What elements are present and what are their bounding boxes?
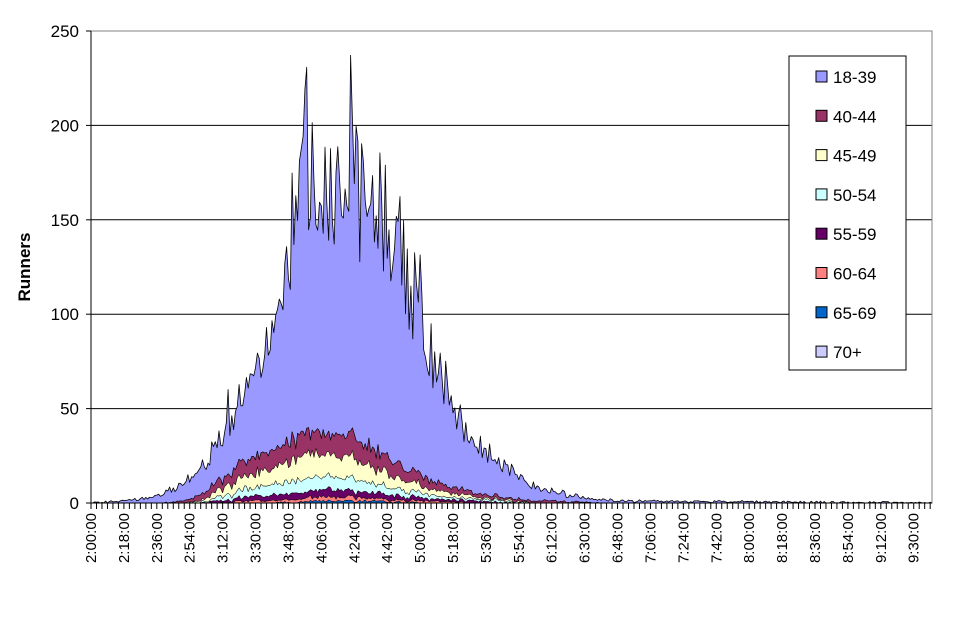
legend-swatch bbox=[815, 109, 828, 122]
legend-label: 55-59 bbox=[833, 225, 876, 244]
legend-label: 45-49 bbox=[833, 147, 876, 166]
x-tick-label: 3:30:00 bbox=[248, 513, 265, 563]
x-axis-ticks: 2:00:00 2:18:00 2:36:00 2:54:00 3:12:00 3:30:… bbox=[83, 503, 931, 563]
x-tick-label: 5:18:00 bbox=[445, 513, 462, 563]
legend-label: 65-69 bbox=[833, 304, 876, 323]
legend: 18-39 40-44 45-49 50-54 55-59 60-64 65-69 70+ bbox=[788, 55, 907, 371]
y-tick-label: 150 bbox=[51, 211, 79, 230]
legend-label: 18-39 bbox=[833, 68, 876, 87]
x-tick-label: 4:24:00 bbox=[346, 513, 363, 563]
legend-box bbox=[788, 55, 907, 371]
legend-swatch bbox=[815, 227, 828, 240]
y-axis-label: Runners bbox=[15, 233, 34, 302]
y-tick-label: 100 bbox=[51, 305, 79, 324]
x-tick-label: 9:30:00 bbox=[906, 513, 923, 563]
legend-swatch bbox=[815, 188, 828, 201]
x-tick-label: 7:24:00 bbox=[675, 513, 692, 563]
x-tick-label: 2:36:00 bbox=[149, 513, 166, 563]
x-tick-label: 5:36:00 bbox=[478, 513, 495, 563]
y-tick-label: 250 bbox=[51, 22, 79, 41]
x-tick-label: 5:00:00 bbox=[412, 513, 429, 563]
legend-label: 70+ bbox=[833, 343, 862, 362]
y-axis-ticks: 0 50 100 150 200 250 bbox=[51, 22, 91, 513]
x-tick-label: 6:48:00 bbox=[610, 513, 627, 563]
x-tick-label: 7:42:00 bbox=[708, 513, 725, 563]
x-tick-label: 5:54:00 bbox=[511, 513, 528, 563]
legend-swatch bbox=[815, 267, 828, 279]
x-tick-label: 2:00:00 bbox=[83, 513, 100, 563]
x-tick-label: 8:18:00 bbox=[774, 513, 791, 563]
x-tick-label: 6:30:00 bbox=[577, 513, 594, 563]
y-tick-label: 200 bbox=[51, 116, 79, 135]
x-tick-label: 3:12:00 bbox=[215, 513, 232, 563]
legend-swatch bbox=[815, 70, 828, 83]
x-tick-label: 8:00:00 bbox=[741, 513, 758, 563]
x-tick-label: 8:54:00 bbox=[840, 513, 857, 563]
x-tick-label: 7:06:00 bbox=[642, 513, 659, 563]
x-tick-label: 2:54:00 bbox=[182, 513, 199, 563]
y-tick-label: 50 bbox=[60, 400, 79, 419]
axes bbox=[90, 30, 933, 504]
y-tick-label: 0 bbox=[70, 494, 79, 513]
x-tick-label: 6:12:00 bbox=[544, 513, 561, 563]
x-tick-label: 4:06:00 bbox=[313, 513, 330, 563]
x-tick-label: 8:36:00 bbox=[807, 513, 824, 563]
x-tick-label: 3:48:00 bbox=[281, 513, 298, 563]
x-tick-label: 4:42:00 bbox=[379, 513, 396, 563]
legend-label: 50-54 bbox=[833, 186, 876, 205]
legend-label: 40-44 bbox=[833, 107, 876, 126]
legend-swatch bbox=[815, 345, 828, 358]
legend-label: 60-64 bbox=[833, 265, 876, 284]
x-tick-label: 9:12:00 bbox=[873, 513, 890, 563]
legend-swatch bbox=[815, 149, 828, 162]
x-tick-label: 2:18:00 bbox=[116, 513, 133, 563]
legend-swatch bbox=[815, 306, 828, 319]
